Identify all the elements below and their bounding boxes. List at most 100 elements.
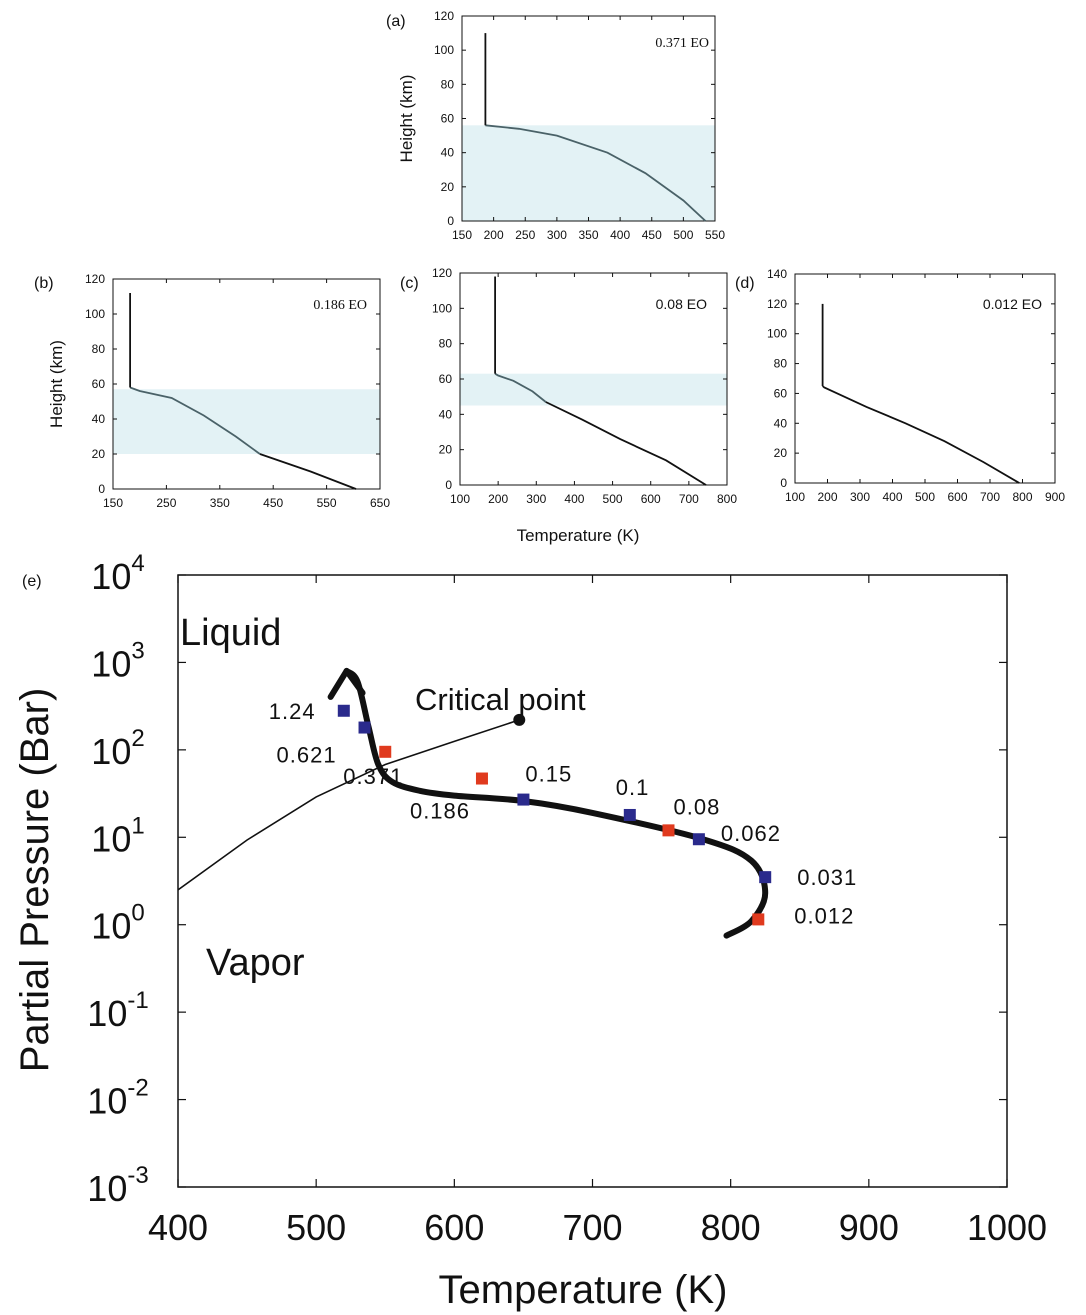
y-tick-label: 80	[774, 357, 788, 371]
x-tick-label: 500	[673, 228, 693, 242]
y-tick-label: 120	[432, 266, 452, 280]
y-tick-label: 100	[434, 43, 454, 57]
temperature-profile	[485, 124, 707, 222]
data-point	[358, 721, 371, 734]
temperature-profile-cloud	[129, 386, 261, 455]
y-tick-label: 20	[441, 180, 455, 194]
y-tick-label: 40	[439, 407, 453, 421]
data-point-label: 0.15	[525, 762, 572, 787]
panel-d: 100 200 300 400 500 600 700 800 900 0 20 40 60 80 100 1…	[735, 267, 1065, 504]
y-tick-label: 60	[439, 372, 453, 386]
y-tick-label: 10-1	[87, 987, 148, 1034]
y-tick-label: 100	[432, 301, 452, 315]
y-tick-label: 100	[91, 900, 144, 947]
x-tick-label: 450	[263, 496, 283, 510]
x-tick-label: 200	[817, 490, 837, 504]
x-tick-label: 300	[850, 490, 870, 504]
data-point	[379, 745, 392, 758]
y-tick-label: 60	[92, 377, 106, 391]
saturation-curve	[177, 719, 520, 891]
x-tick-label: 650	[370, 496, 390, 510]
critical-point-label: Critical point	[415, 682, 586, 717]
x-tick-label: 800	[717, 492, 737, 506]
panel-annotation: 0.371 EO	[655, 36, 709, 51]
y-tick-label: 40	[92, 412, 106, 426]
y-tick-label: 120	[767, 297, 787, 311]
x-tick-label: 1000	[967, 1207, 1047, 1248]
data-point	[662, 824, 675, 837]
phase-diagram: 400 500 600 700 800 900 1000 104 103 102 101 100 10-…	[13, 550, 1047, 1312]
x-tick-label: 250	[156, 496, 176, 510]
x-tick-label: 400	[610, 228, 630, 242]
panel-b: 150 250 350 450 550 650 0 20 40 60 80 100 120 (b) 0.18…	[34, 272, 390, 510]
data-point-label: 0.062	[721, 821, 781, 846]
evolution-trajectory	[343, 667, 769, 939]
x-axis-label: Temperature (K)	[439, 1268, 728, 1312]
x-tick-label: 150	[452, 228, 472, 242]
x-tick-label: 550	[705, 228, 725, 242]
y-tick-label: 120	[434, 9, 454, 23]
panel-a: 150 200 250 300 350 400 450 500 550 0 20 40 60 80 100 1…	[386, 9, 725, 242]
y-tick-label: 101	[91, 812, 144, 859]
panel-label: (c)	[400, 275, 419, 292]
x-tick-label: 100	[785, 490, 805, 504]
data-point-label: 0.08	[673, 794, 720, 819]
x-tick-label: 700	[679, 492, 699, 506]
panel-annotation: 0.012 EO	[983, 296, 1042, 312]
x-tick-label: 600	[424, 1207, 484, 1248]
data-point	[759, 871, 772, 884]
data-point-label: 1.24	[269, 699, 316, 724]
y-tick-label: 80	[439, 337, 453, 351]
data-point-label: 0.1	[616, 775, 650, 800]
x-tick-label: 450	[642, 228, 662, 242]
x-tick-label: 600	[947, 490, 967, 504]
x-tick-label: 400	[882, 490, 902, 504]
panel-label: (d)	[735, 275, 755, 292]
x-tick-label: 150	[103, 496, 123, 510]
y-tick-label: 20	[774, 446, 788, 460]
panel-c: 100 200 300 400 500 600 700 800 0 20 40 60 80 100 120 (…	[400, 266, 737, 506]
x-tick-label: 900	[1045, 490, 1065, 504]
temperature-profile-cloud	[494, 372, 547, 403]
y-tick-label: 60	[774, 386, 788, 400]
y-tick-label: 104	[91, 550, 144, 597]
y-tick-label: 120	[85, 272, 105, 286]
temperature-profile	[545, 401, 707, 486]
x-tick-label: 500	[603, 492, 623, 506]
x-tick-label: 700	[980, 490, 1000, 504]
panel-label: (b)	[34, 275, 54, 292]
x-tick-label: 600	[641, 492, 661, 506]
trajectory-arrowhead	[327, 667, 366, 700]
y-tick-label: 100	[767, 327, 787, 341]
x-tick-label: 200	[488, 492, 508, 506]
panel-annotation: 0.186 EO	[313, 298, 367, 313]
x-tick-label: 200	[484, 228, 504, 242]
y-tick-label: 20	[439, 443, 453, 457]
x-tick-label: 500	[915, 490, 935, 504]
x-tick-label: 900	[839, 1207, 899, 1248]
x-tick-label: 300	[526, 492, 546, 506]
data-point	[337, 704, 350, 717]
y-tick-label: 10-3	[87, 1162, 148, 1209]
temperature-profile	[822, 385, 1020, 484]
x-tick-label: 400	[148, 1207, 208, 1248]
panel-label: (e)	[22, 573, 42, 590]
vapor-region-label: Vapor	[206, 942, 305, 984]
data-point	[752, 913, 765, 926]
data-point	[692, 833, 705, 846]
y-tick-label: 0	[780, 476, 787, 490]
profiles-xlabel: Temperature (K)	[517, 526, 640, 545]
x-tick-label: 350	[210, 496, 230, 510]
y-tick-label: 60	[441, 112, 455, 126]
y-tick-label: 0	[445, 478, 452, 492]
x-tick-label: 350	[578, 228, 598, 242]
profile-panels: 150 200 250 300 350 400 450 500 5500204060801001…	[34, 9, 1065, 510]
data-point-label: 0.621	[277, 743, 337, 768]
y-tick-label: 80	[441, 77, 455, 91]
cloud-layer-band	[460, 373, 727, 406]
data-point-label: 0.186	[410, 799, 470, 824]
y-tick-label: 102	[91, 725, 144, 772]
cloud-layer-band	[462, 125, 715, 221]
phase-frame	[177, 574, 1008, 1188]
